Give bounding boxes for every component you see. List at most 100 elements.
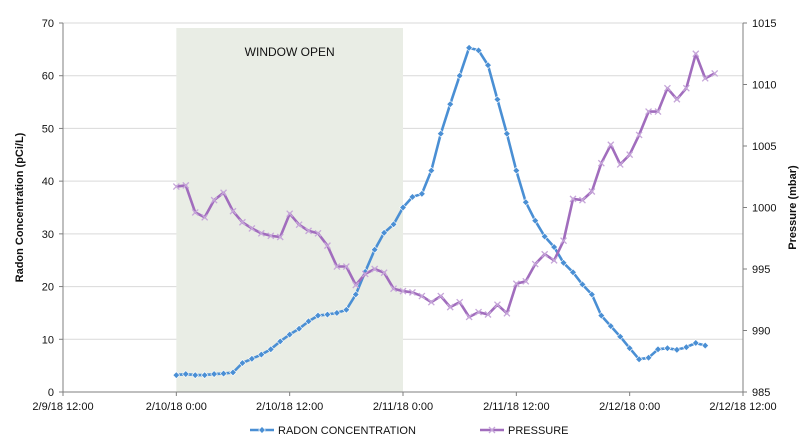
pressure-point	[635, 131, 643, 139]
pressure-point	[314, 229, 322, 237]
radon-point	[503, 129, 511, 138]
radon-point	[276, 337, 285, 346]
pressure-point	[626, 151, 634, 159]
radon-point	[238, 359, 247, 367]
pressure-point	[616, 160, 624, 168]
pressure-point	[286, 210, 294, 218]
pressure-point	[399, 287, 407, 295]
radon-point	[588, 290, 596, 299]
pressure-point	[488, 426, 496, 434]
pressure-point	[541, 250, 549, 258]
radon-point	[597, 311, 606, 320]
pressure-point	[456, 298, 464, 306]
pressure-point	[588, 188, 596, 195]
y-left-tick-label: 10	[42, 334, 54, 346]
y-right-tick-label: 1000	[752, 203, 776, 215]
x-tick-label: 2/11/18 12:00	[483, 401, 549, 413]
series-layer	[172, 43, 719, 379]
pressure-point	[295, 221, 303, 229]
radon-point	[540, 232, 549, 241]
legend-label: PRESSURE	[508, 425, 569, 437]
radon-point	[370, 245, 379, 254]
radon-point	[474, 46, 483, 55]
radon-point	[323, 310, 332, 319]
radon-point	[200, 371, 209, 379]
radon-point	[351, 290, 360, 299]
legend-item-radon: RADON CONCENTRATION	[250, 425, 416, 437]
pressure-point	[361, 270, 369, 278]
radon-point	[436, 129, 445, 138]
y-left-tick-label: 70	[42, 18, 54, 30]
axis-labels: Radon Concentration (pCi/L) Pressure (mba…	[14, 132, 799, 282]
radon-point	[691, 339, 700, 347]
pressure-point	[560, 237, 568, 245]
legend: RADON CONCENTRATION PRESSURE	[250, 425, 569, 437]
pressure-point	[427, 298, 435, 306]
y-right-tick-label: 1015	[752, 18, 776, 30]
radon-point	[248, 354, 256, 363]
radon-point	[682, 343, 691, 352]
pressure-point	[267, 232, 275, 240]
pressure-point	[531, 260, 539, 268]
pressure-point	[550, 256, 558, 264]
radon-point	[333, 309, 341, 317]
y-left-tick-label: 60	[42, 71, 54, 83]
pressure-point	[371, 265, 379, 273]
pressure-point	[446, 303, 454, 311]
radon-point	[427, 166, 436, 175]
radon-point	[408, 193, 417, 201]
pressure-point	[191, 208, 199, 216]
radon-point	[314, 311, 322, 320]
x-tick-label: 2/10/18 0:00	[146, 401, 207, 413]
radon-point	[258, 426, 266, 434]
pressure-point	[380, 269, 388, 277]
pressure-point	[663, 84, 671, 92]
legend-item-pressure: PRESSURE	[480, 425, 569, 437]
radon-point	[389, 220, 398, 229]
radon-point	[531, 216, 540, 225]
pressure-point	[484, 311, 492, 318]
pressure-point	[352, 281, 360, 289]
x-tick-label: 2/9/18 12:00	[32, 401, 93, 413]
pressure-point	[238, 218, 246, 226]
radon-point	[559, 259, 568, 267]
pressure-point	[437, 292, 445, 300]
radon-point	[663, 344, 672, 353]
y-right-axis-title: Pressure (mbar)	[787, 165, 799, 250]
radon-point	[550, 243, 558, 251]
y-left-tick-label: 50	[42, 123, 54, 135]
radon-point	[181, 370, 190, 378]
pressure-point	[522, 277, 530, 285]
radon-point	[191, 371, 200, 379]
y-left-tick-label: 40	[42, 176, 54, 188]
pressure-point	[408, 288, 416, 296]
radon-point	[654, 345, 662, 354]
radon-point	[285, 330, 294, 339]
pressure-point	[201, 213, 209, 221]
x-tick-label: 2/12/18 0:00	[599, 401, 660, 413]
pressure-point	[682, 84, 690, 92]
axes: 0 10 20 30 40 50 60 70 985 990 995 1000 1005 1010 1015…	[32, 18, 776, 413]
legend-label: RADON CONCENTRATION	[278, 425, 416, 437]
pressure-point	[220, 189, 228, 197]
pressure-point	[578, 196, 586, 204]
radon-point	[342, 305, 351, 314]
pressure-point	[333, 263, 341, 270]
pressure-point	[248, 224, 256, 232]
radon-point	[484, 61, 492, 69]
pressure-point	[607, 141, 615, 149]
radon-point	[446, 100, 455, 109]
pressure-point	[711, 69, 719, 77]
radon-point	[644, 353, 653, 362]
x-tick-label: 2/12/18 12:00	[709, 401, 776, 413]
pressure-point	[229, 207, 237, 215]
radon-point	[380, 228, 388, 237]
x-tick-label: 2/10/18 12:00	[256, 401, 323, 413]
pressure-point	[569, 195, 577, 203]
pressure-point	[276, 233, 284, 241]
pressure-point	[210, 196, 218, 204]
pressure-point	[323, 242, 331, 250]
radon-point	[569, 268, 577, 277]
pressure-point	[257, 229, 265, 237]
radon-point	[701, 341, 710, 350]
